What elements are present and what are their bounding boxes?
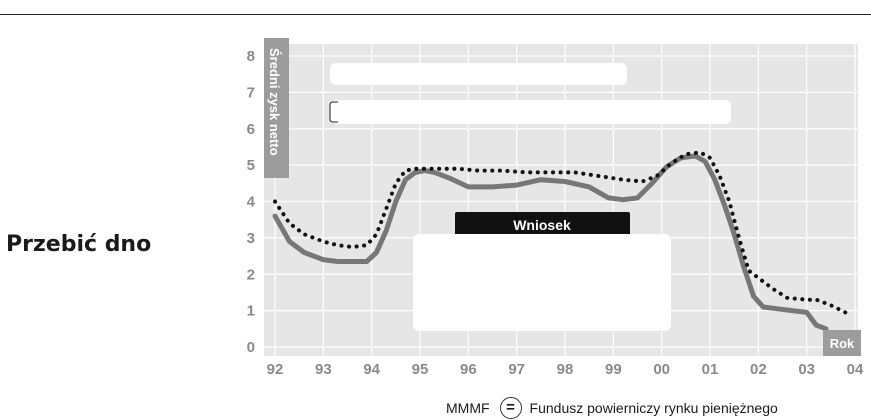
y-tick-label: 7 xyxy=(247,84,255,101)
x-axis-label: Rok xyxy=(830,336,855,351)
series-line-dotted xyxy=(273,150,848,315)
y-axis-label-tab xyxy=(264,38,289,178)
x-axis-label-tab xyxy=(823,330,861,356)
y-tick-label: 6 xyxy=(247,121,255,138)
legend-text: Fundusz powierniczy rynku pieniężnego xyxy=(529,400,778,416)
x-tick-label: 95 xyxy=(412,361,429,378)
x-tick-label: 03 xyxy=(798,361,815,378)
x-tick-label: 04 xyxy=(847,361,864,378)
y-tick-label: 4 xyxy=(247,194,256,211)
x-tick-label: 00 xyxy=(653,361,670,378)
empty-text-box-1 xyxy=(330,63,627,85)
x-tick-label: 96 xyxy=(460,361,477,378)
y-tick-labels: 0 1 2 3 4 5 6 7 8 xyxy=(247,48,256,356)
top-rule xyxy=(0,14,871,15)
annotation-header xyxy=(455,212,630,236)
equals-icon: = xyxy=(499,397,522,419)
y-axis-label: Średni zysk netto xyxy=(267,48,282,156)
x-tick-label: 99 xyxy=(605,361,622,378)
empty-text-box-2 xyxy=(330,100,731,124)
y-tick-label: 8 xyxy=(247,48,255,65)
y-tick-label: 0 xyxy=(247,339,255,356)
y-tick-label: 5 xyxy=(247,157,255,174)
series-lines xyxy=(272,150,848,332)
y-tick-label: 2 xyxy=(247,266,255,283)
x-tick-label: 97 xyxy=(508,361,525,378)
y-tick-label: 3 xyxy=(247,230,255,247)
bracket-mark xyxy=(329,101,338,123)
x-tick-labels: 92 93 94 95 96 97 98 99 00 01 02 03 04 xyxy=(267,361,864,378)
annotation-label: Wniosek xyxy=(513,217,571,233)
x-tick-label: 98 xyxy=(557,361,574,378)
side-title: Przebić dno xyxy=(6,232,152,257)
x-tick-label: 94 xyxy=(363,361,380,378)
x-tick-label: 92 xyxy=(267,361,284,378)
series-line-solid xyxy=(272,153,829,332)
y-tick-label: 1 xyxy=(247,303,255,320)
x-tick-label: 01 xyxy=(702,361,719,378)
annotation-box xyxy=(413,234,671,331)
legend-abbr: MMMF xyxy=(446,400,490,416)
x-tick-label: 02 xyxy=(750,361,767,378)
x-tick-label: 93 xyxy=(315,361,332,378)
legend: MMMF = Fundusz powierniczy rynku pienięż… xyxy=(446,397,778,419)
